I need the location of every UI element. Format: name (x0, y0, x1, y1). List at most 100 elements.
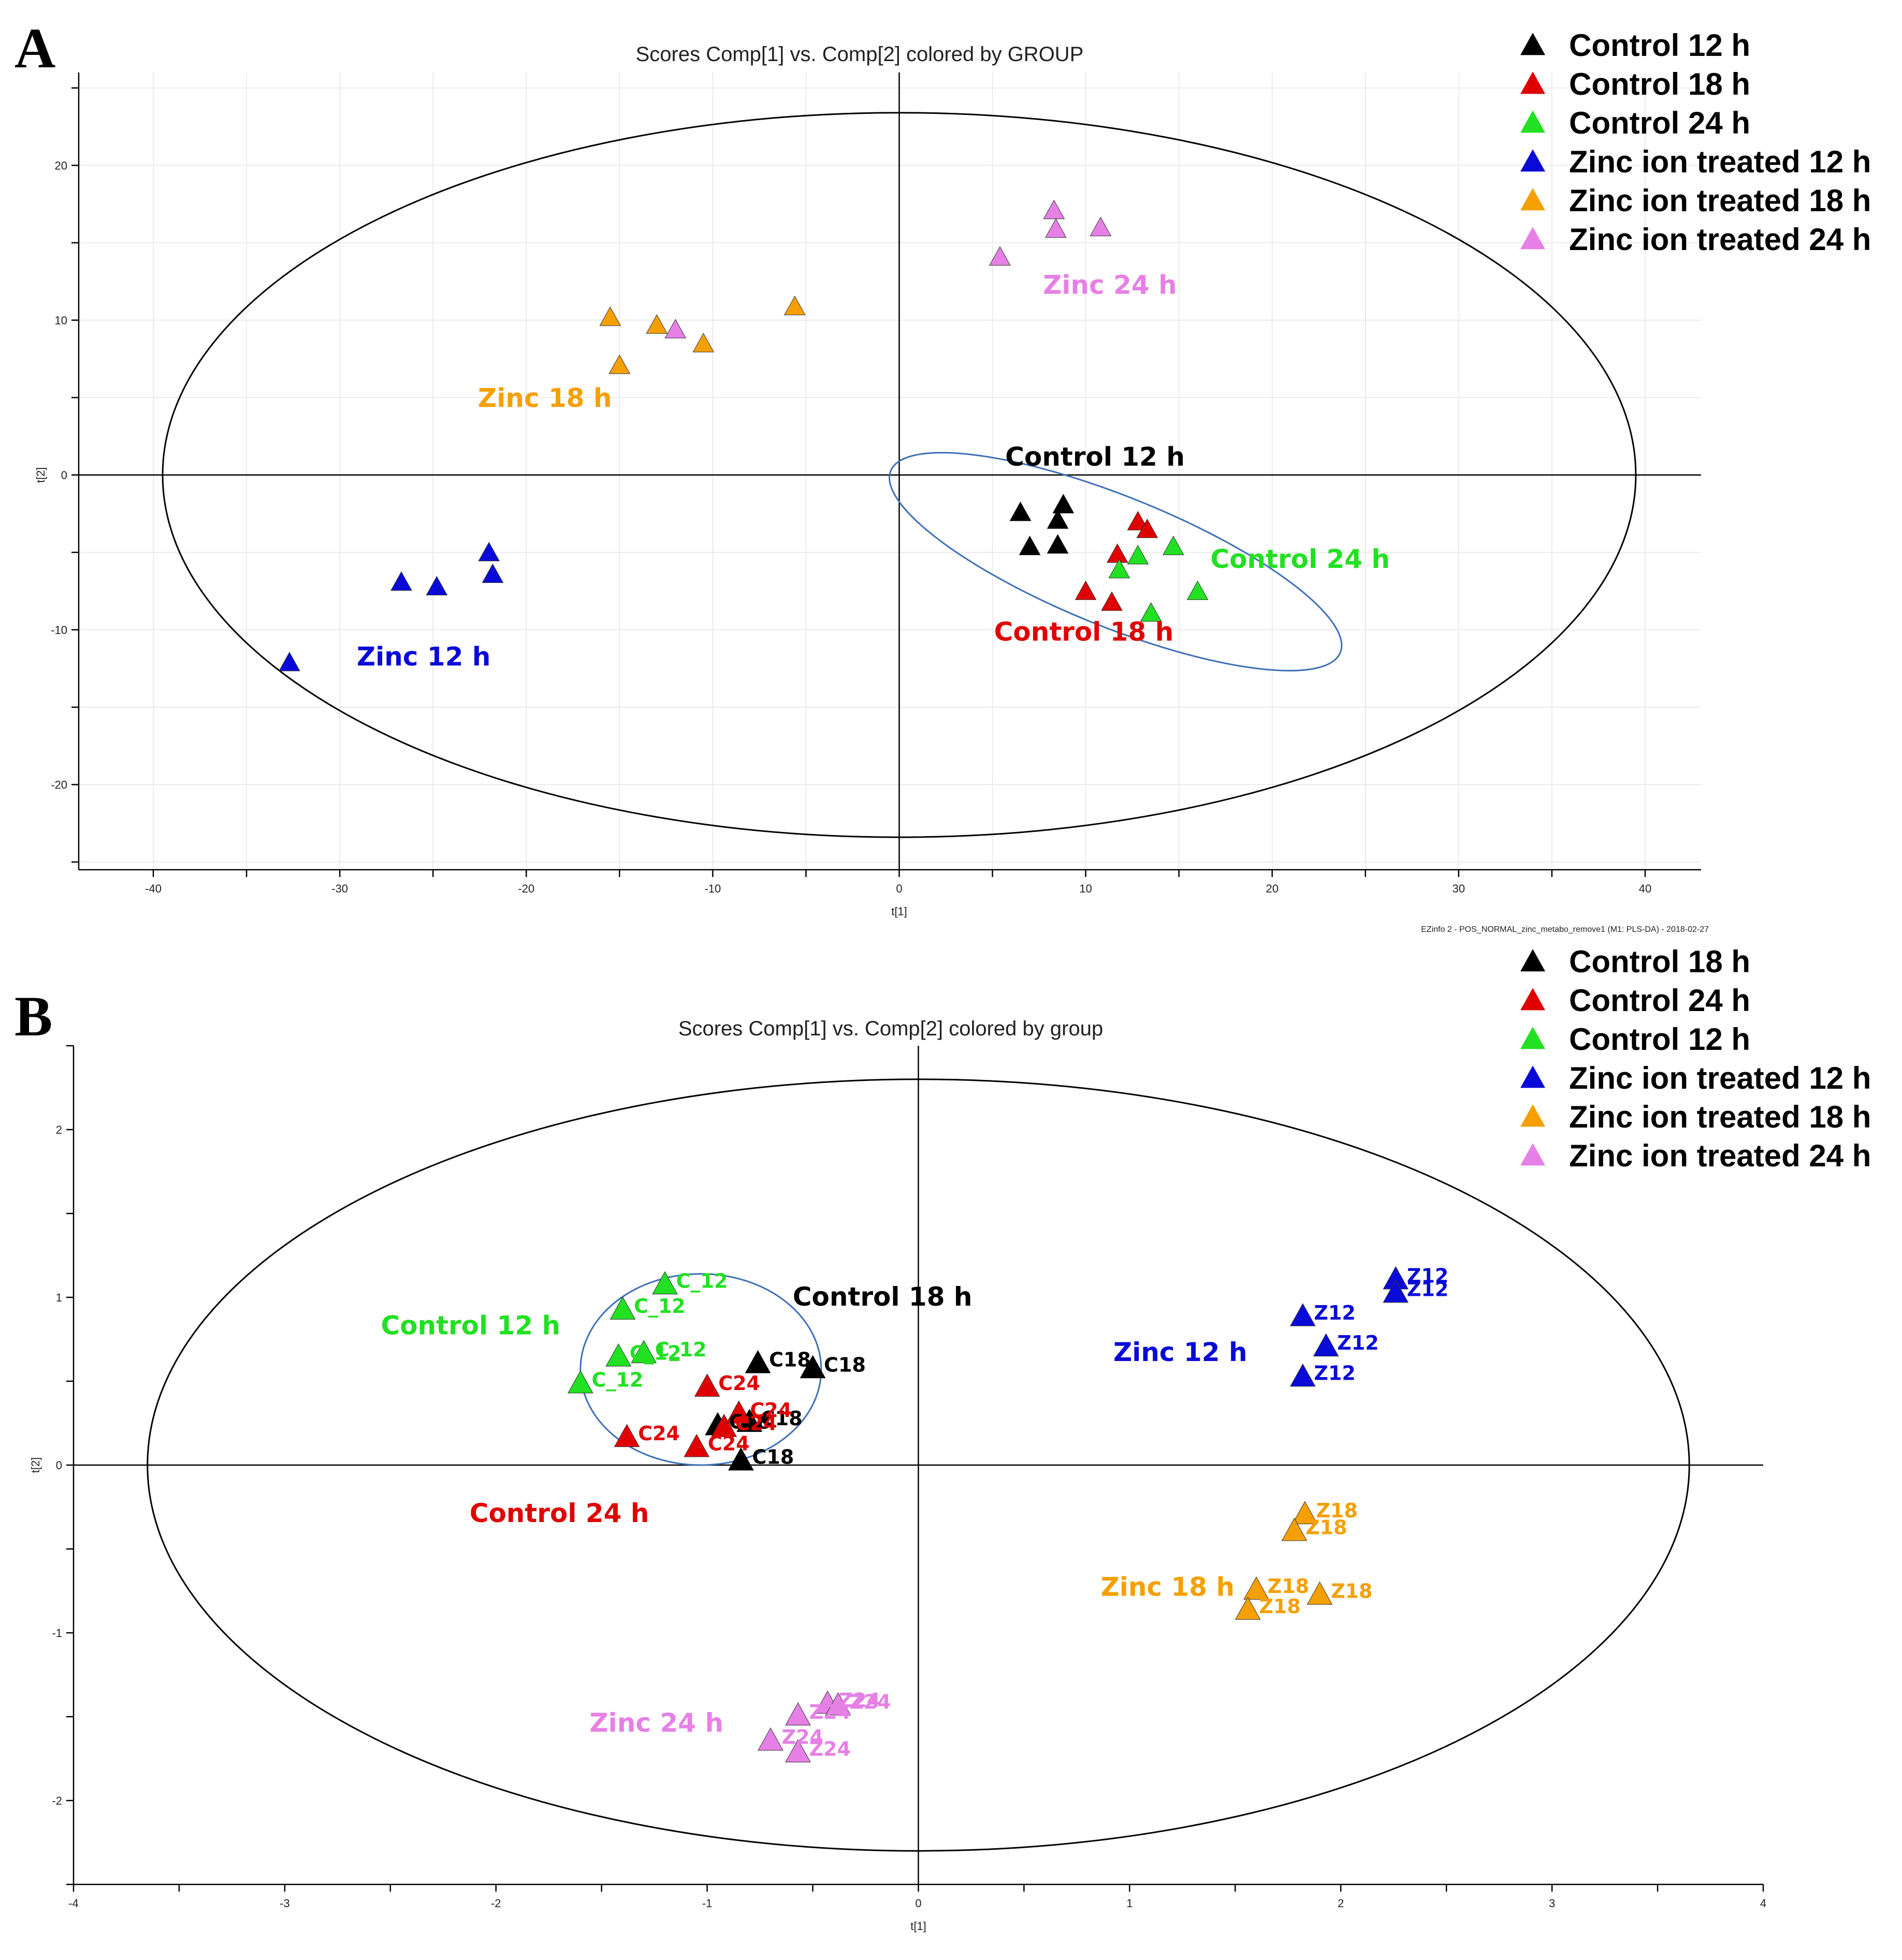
panel-b-data-point (1281, 1517, 1308, 1541)
panel-b-point-label: C_12 (655, 1338, 707, 1361)
panel-b-data-point (1313, 1333, 1339, 1357)
panel-a-legend-entry: Zinc ion treated 24 h (1569, 222, 1871, 257)
panel-b-cluster-ellipse (579, 1273, 822, 1466)
panel-b-series-red (614, 1373, 752, 1457)
panel-a-data-point (1101, 591, 1123, 611)
panel-b-data-point (1289, 1363, 1316, 1387)
panel-a-data-point (1009, 501, 1032, 521)
panel-b-legend-entry: Zinc ion treated 24 h (1569, 1138, 1871, 1173)
panel-b-data-point (631, 1340, 657, 1364)
panel-a-series-pink (664, 199, 1112, 339)
panel-b-data-point (694, 1373, 720, 1397)
panel-a-legend-marker (1520, 149, 1545, 172)
panel-b-x-tick-label: -4 (68, 1897, 79, 1910)
panel-b-data-point (745, 1350, 771, 1373)
panel-b-series-green (568, 1271, 678, 1394)
panel-b-point-label: Z18 (1331, 1580, 1372, 1603)
panel-b-point-label: C_12 (630, 1342, 681, 1365)
panel-b-y-tick-label: -1 (52, 1627, 62, 1640)
panel-b-x-tick-label: 3 (1549, 1897, 1555, 1910)
panel-a-y-tick-label: -10 (51, 624, 67, 637)
panel-a-group-label: Zinc 24 h (1043, 270, 1177, 300)
panel-a-x-tick-label: 40 (1639, 882, 1651, 895)
panel-a-data-point (1136, 518, 1158, 538)
panel-a-group-label: Zinc 18 h (478, 383, 612, 413)
panel-a-data-point (1163, 535, 1184, 555)
panel-b-x-tick-label: 0 (915, 1897, 921, 1910)
panel-b-legend-entry: Control 24 h (1569, 983, 1750, 1018)
panel-a-x-axis-label: t[1] (891, 905, 907, 918)
panel-a-cluster-ellipse (889, 451, 1343, 671)
panel-a-data-point (1090, 216, 1112, 237)
panel-b-data-point (614, 1424, 640, 1447)
panel-b-data-point (605, 1343, 632, 1367)
panel-a-y-tick-label: -20 (51, 779, 67, 792)
panel-a-data-point (692, 332, 715, 353)
panel-b-legend: Control 18 h Control 24 h Control 12 h Zinc… (1520, 944, 1871, 1173)
panel-b-point-label: Z24 (839, 1689, 880, 1712)
panel-a-chart-title: Scores Comp[1] vs. Comp[2] colored by GR… (636, 43, 1084, 66)
panel-b-point-label: C_12 (634, 1295, 686, 1318)
panel-b-data-point (800, 1355, 826, 1379)
panel-b-data-point (684, 1434, 710, 1457)
panel-b-y-tick-label: 1 (56, 1291, 62, 1304)
panel-b-legend-marker (1520, 1065, 1545, 1088)
panel-b-data-point (1235, 1597, 1261, 1620)
panel-b-y-tick-label: 2 (56, 1123, 62, 1136)
panel-b-point-label: Z18 (1268, 1575, 1309, 1598)
panel-b-letter: B (14, 985, 52, 1048)
panel-a-legend-marker (1520, 227, 1545, 250)
panel-b-group-label: Control 12 h (381, 1310, 560, 1340)
panel-b-legend-entry: Control 18 h (1569, 944, 1750, 979)
panel-a-data-point (390, 571, 412, 591)
panel-a-data-point (1140, 602, 1162, 622)
panel-a-data-point (1108, 559, 1130, 579)
panel-a-y-tick-label: 0 (61, 469, 67, 481)
panel-a-x-tick-label: 10 (1079, 882, 1092, 895)
panel-b-point-label: C18 (752, 1446, 794, 1469)
panel-a-data-point (482, 563, 504, 583)
panel-a-data-point (783, 296, 806, 315)
panel-b-point-label: Z24 (849, 1691, 891, 1714)
panel-b-legend-marker (1520, 1027, 1545, 1049)
panel-b-point-label: C18 (761, 1407, 803, 1430)
panel-b-legend-entry: Control 12 h (1569, 1022, 1750, 1057)
panel-b-data-point (785, 1702, 811, 1725)
panel-b-data-point (1243, 1576, 1269, 1600)
panel-b-data-point (785, 1739, 811, 1763)
panel-b-x-tick-label: -2 (491, 1897, 501, 1910)
panel-a-x-tick-label: -30 (331, 882, 348, 895)
panel-b-hotelling-ellipse (147, 1078, 1690, 1852)
panel-b-point-label: C24 (718, 1372, 760, 1395)
panel-a-data-point (1019, 535, 1041, 555)
panel-a-series-orange (599, 296, 806, 374)
panel-b-point-label: Z12 (1314, 1301, 1355, 1324)
panel-a-group-label: Control 24 h (1210, 544, 1390, 574)
panel-a-series-blue (279, 542, 504, 671)
panel-a-series-green (1108, 535, 1209, 622)
panel-b-point-label: Z12 (1337, 1332, 1378, 1354)
panel-b-data-point (725, 1400, 752, 1424)
panel-b-data-point (758, 1727, 783, 1751)
panel-a-data-point (426, 576, 448, 595)
panel-a-legend-marker (1520, 33, 1545, 55)
panel-a-data-point (599, 306, 621, 326)
panel-a-data-point (1047, 509, 1069, 529)
panel-a-legend-entry: Zinc ion treated 18 h (1569, 183, 1871, 218)
panel-a-legend-entry: Control 24 h (1569, 106, 1750, 140)
panel-b-x-tick-label: 4 (1760, 1897, 1766, 1910)
panel-b-point-label: C24 (708, 1432, 750, 1455)
panel-a-data-point (989, 246, 1011, 266)
panel-b-group-label: Zinc 12 h (1113, 1337, 1247, 1367)
panel-b-y-tick-label: 0 (56, 1459, 62, 1472)
panel-a-x-tick-label: -40 (145, 882, 162, 895)
panel-a-data-point (1047, 534, 1069, 554)
panel-a-data-point (646, 314, 668, 334)
panel-a-data-point (608, 354, 631, 374)
panel-a-x-tick-label: 20 (1266, 882, 1278, 895)
panel-b-legend-entry: Zinc ion treated 12 h (1569, 1061, 1871, 1095)
panel-b-x-axis-label: t[1] (910, 1920, 926, 1933)
panel-a-data-point (1106, 543, 1128, 563)
panel-b-point-label: Z18 (1316, 1499, 1358, 1522)
